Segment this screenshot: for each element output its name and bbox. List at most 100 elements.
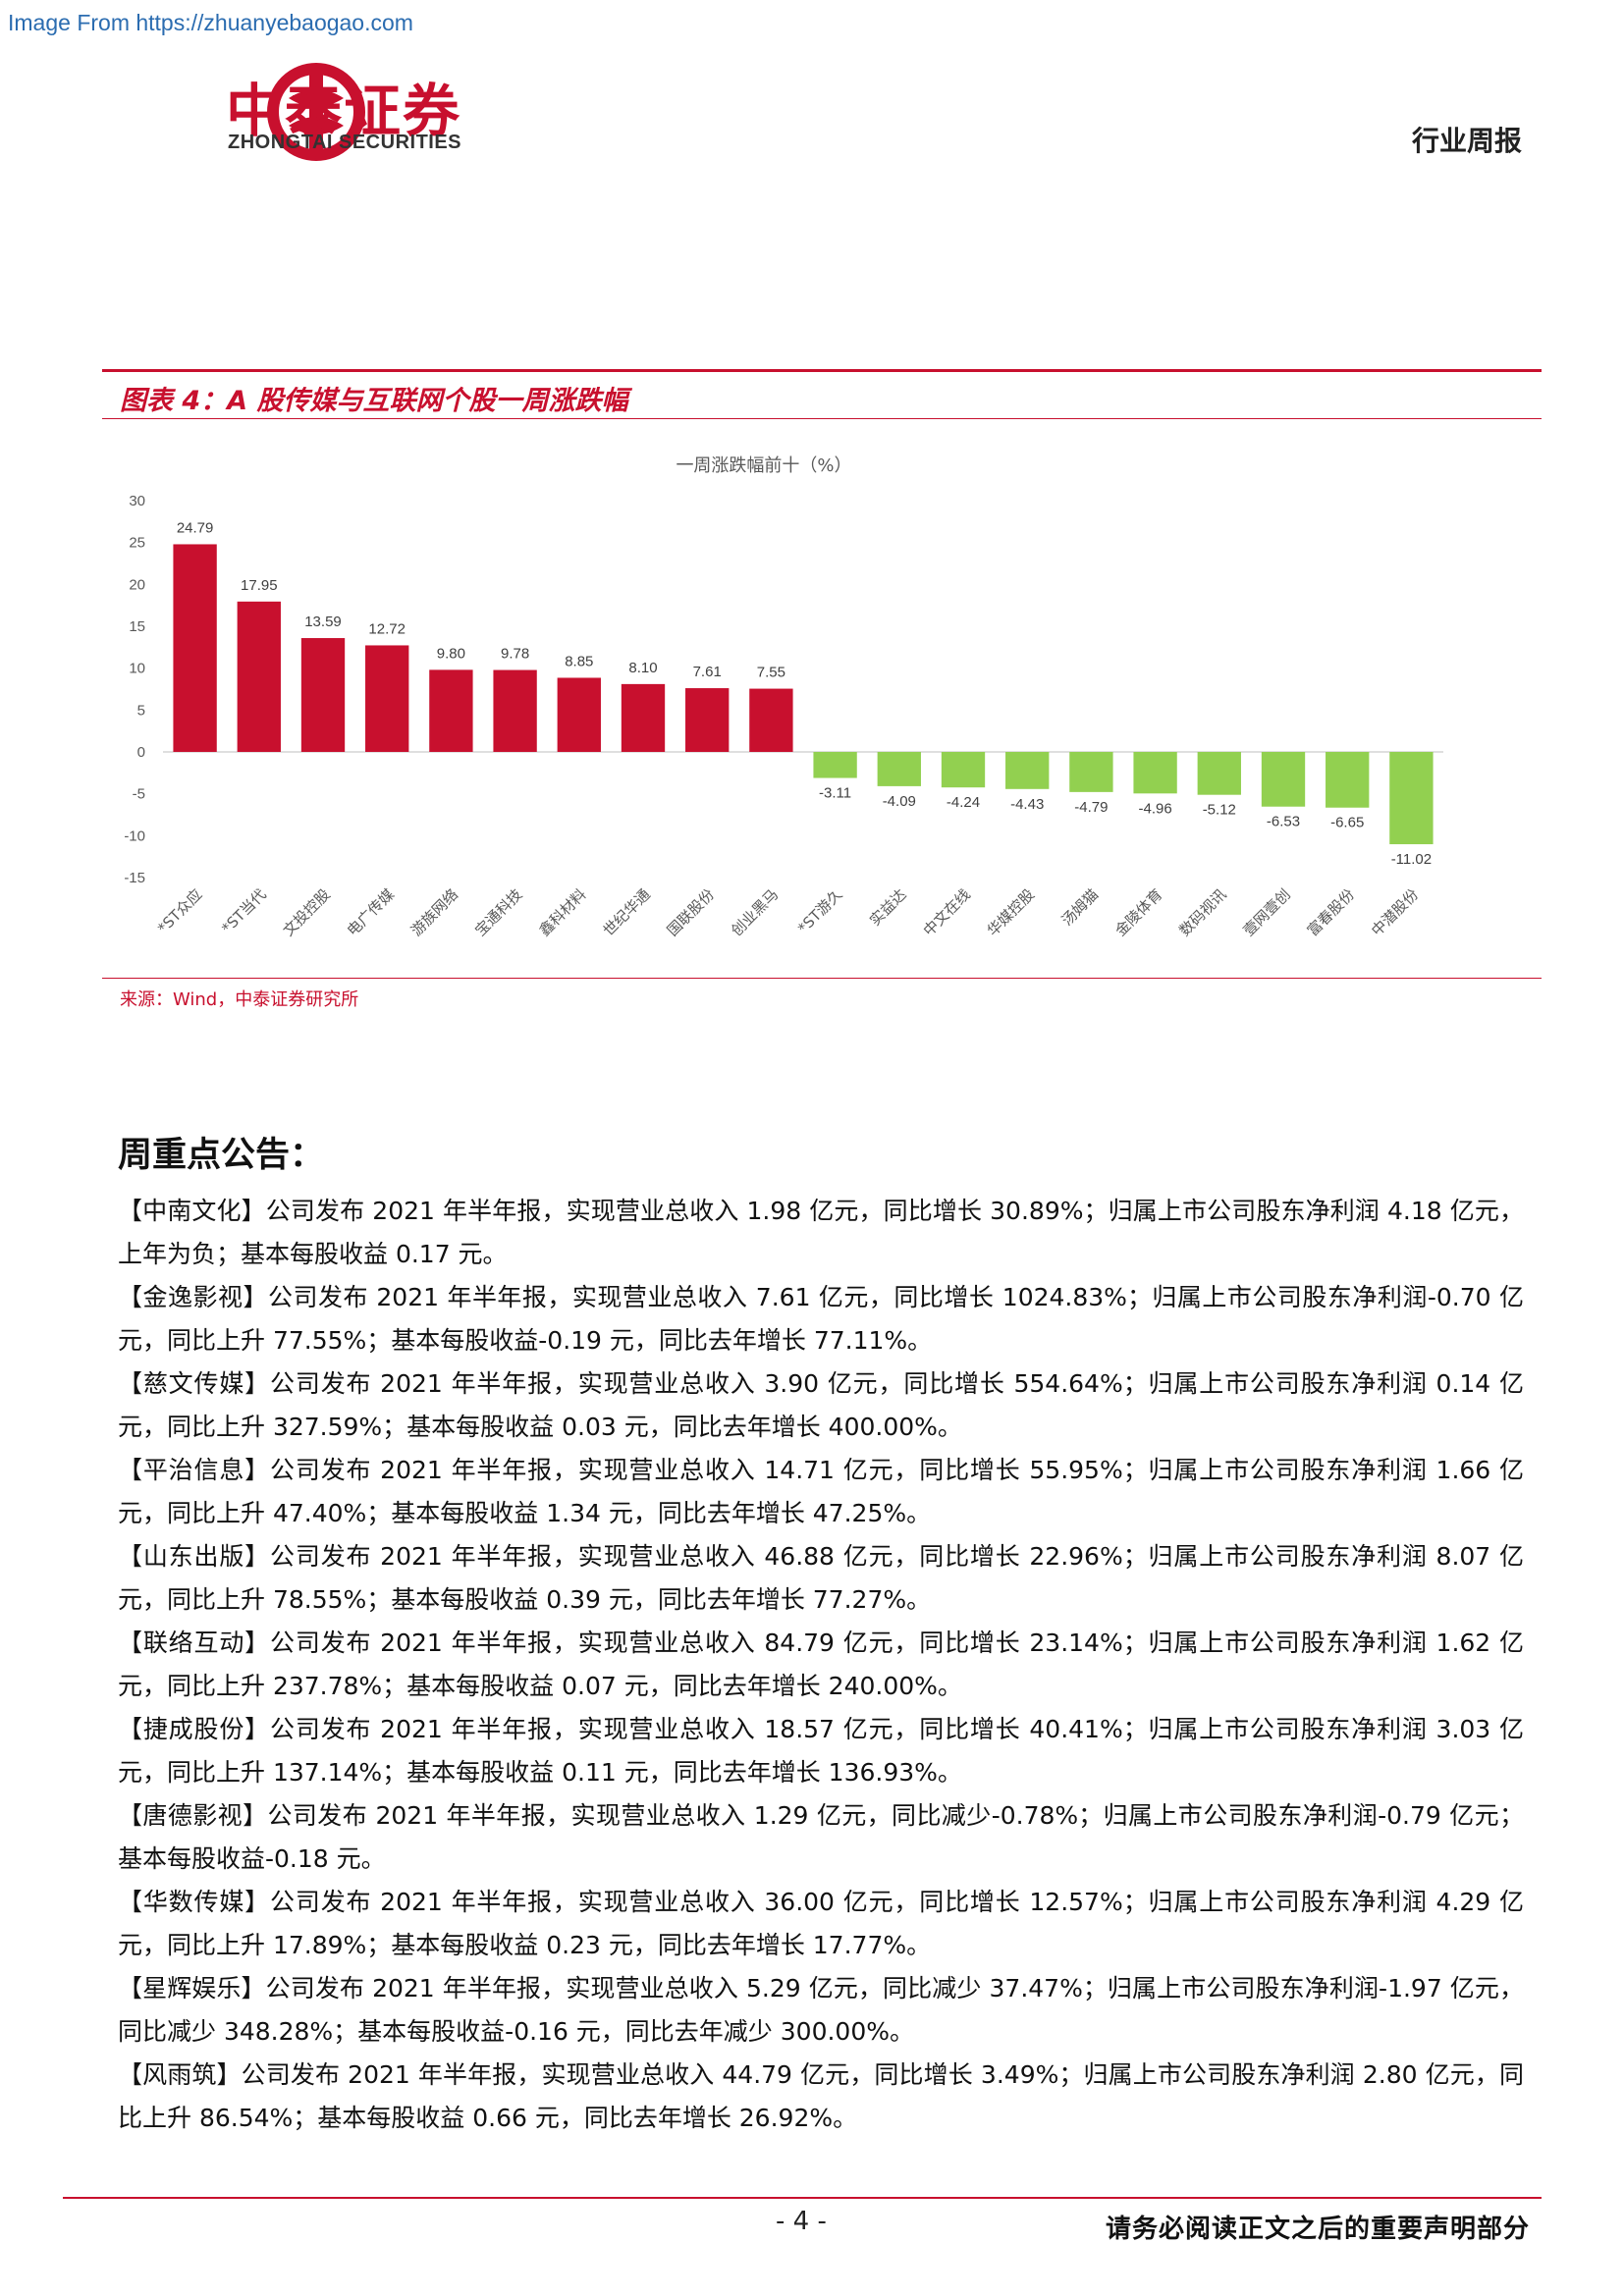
bar-value-label: 7.61: [693, 664, 722, 680]
announcement-text: 公司发布 2021 年半年报，实现营业总收入 18.57 亿元，同比增长 40.…: [118, 1715, 1524, 1787]
category-label: 实益达: [866, 885, 910, 930]
category-label: 富春股份: [1304, 885, 1358, 939]
category-label: *ST众应: [154, 885, 205, 936]
announcement-text: 公司发布 2021 年半年报，实现营业总收入 1.98 亿元，同比增长 30.8…: [118, 1197, 1524, 1268]
bar-value-label: 12.72: [368, 620, 406, 637]
announcement-company: 【捷成股份】: [118, 1715, 271, 1743]
category-label: 世纪华通: [600, 885, 654, 939]
bar: [941, 752, 986, 788]
logo-chinese-name: 中泰证券: [226, 78, 462, 144]
announcement-item: 【山东出版】公司发布 2021 年半年报，实现营业总收入 46.88 亿元，同比…: [118, 1535, 1524, 1622]
bar: [1326, 752, 1370, 808]
bar-value-label: -4.24: [947, 794, 980, 811]
announcement-item: 【联络互动】公司发布 2021 年半年报，实现营业总收入 84.79 亿元，同比…: [118, 1622, 1524, 1708]
announcement-company: 【平治信息】: [118, 1456, 271, 1484]
zhongtai-seal-icon: [267, 63, 365, 161]
bar: [1197, 752, 1241, 795]
bar-value-label: -4.43: [1010, 796, 1044, 813]
page-number: - 4 -: [776, 2207, 827, 2236]
bar: [1069, 752, 1113, 792]
announcement-company: 【星辉娱乐】: [118, 1974, 266, 2002]
announcement-text: 公司发布 2021 年半年报，实现营业总收入 7.61 亿元，同比增长 1024…: [118, 1283, 1524, 1355]
category-label: 汤姆猫: [1058, 885, 1103, 930]
category-label: 文投控股: [280, 885, 334, 939]
announcement-text: 公司发布 2021 年半年报，实现营业总收入 84.79 亿元，同比增长 23.…: [118, 1629, 1524, 1700]
disclaimer-text: 请务必阅读正文之后的重要声明部分: [1105, 2215, 1530, 2244]
report-type-label: 行业周报: [1411, 125, 1522, 157]
figure-bottom-rule: [102, 978, 1542, 979]
bar-value-label: 8.10: [628, 660, 657, 676]
bar-value-label: -6.53: [1267, 814, 1300, 830]
category-label: 中文在线: [920, 885, 974, 939]
section-heading: 周重点公告：: [118, 1136, 325, 1175]
category-label: 鑫科材料: [535, 885, 589, 939]
bar-value-label: -4.09: [883, 793, 916, 810]
figure-source-note: 来源：Wind，中泰证券研究所: [120, 989, 359, 1010]
announcement-item: 【金逸影视】公司发布 2021 年半年报，实现营业总收入 7.61 亿元，同比增…: [118, 1276, 1524, 1362]
announcement-text: 公司发布 2021 年半年报，实现营业总收入 14.71 亿元，同比增长 55.…: [118, 1456, 1524, 1527]
category-label: 壹网壹创: [1240, 885, 1294, 939]
bar: [877, 752, 921, 786]
y-tick-label: 25: [129, 535, 145, 552]
announcement-item: 【唐德影视】公司发布 2021 年半年报，实现营业总收入 1.29 亿元，同比减…: [118, 1794, 1524, 1881]
figure-title-rule: [102, 418, 1542, 419]
announcement-item: 【华数传媒】公司发布 2021 年半年报，实现营业总收入 36.00 亿元，同比…: [118, 1881, 1524, 1967]
bar: [749, 688, 793, 752]
bar: [429, 669, 473, 752]
announcement-item: 【星辉娱乐】公司发布 2021 年半年报，实现营业总收入 5.29 亿元，同比减…: [118, 1967, 1524, 2054]
announcement-company: 【金逸影视】: [118, 1283, 268, 1311]
announcement-company: 【中南文化】: [118, 1197, 266, 1225]
category-label: 金陵体育: [1111, 885, 1165, 939]
category-label: 电广传媒: [344, 885, 398, 939]
category-label: 宝通科技: [471, 885, 525, 939]
bar: [1389, 752, 1434, 845]
category-label: 国联股份: [664, 885, 718, 939]
bar-value-label: -4.79: [1074, 799, 1108, 816]
footer-rule: [63, 2197, 1542, 2199]
y-tick-label: 10: [129, 661, 145, 677]
y-tick-label: -10: [124, 828, 145, 844]
bar-value-label: -6.65: [1330, 815, 1364, 831]
category-label: *ST当代: [218, 885, 269, 936]
logo-english-name: ZHONGTAI SECURITIES: [228, 132, 462, 153]
bar: [1133, 752, 1177, 794]
bar: [493, 669, 537, 752]
category-label: 华媒控股: [984, 885, 1038, 939]
announcement-text: 公司发布 2021 年半年报，实现营业总收入 36.00 亿元，同比增长 12.…: [118, 1888, 1524, 1959]
bar: [1261, 752, 1306, 807]
y-tick-label: 30: [129, 493, 145, 509]
y-tick-label: 0: [137, 744, 145, 761]
bar: [300, 638, 346, 752]
bar-value-label: -3.11: [819, 785, 851, 802]
announcement-text: 公司发布 2021 年半年报，实现营业总收入 44.79 亿元，同比增长 3.4…: [118, 2060, 1524, 2132]
bar-value-label: -11.02: [1391, 851, 1432, 868]
bar: [557, 677, 601, 752]
announcement-company: 【联络互动】: [118, 1629, 271, 1657]
category-label: 创业黑马: [728, 885, 782, 939]
announcement-item: 【中南文化】公司发布 2021 年半年报，实现营业总收入 1.98 亿元，同比增…: [118, 1190, 1524, 1276]
bar-value-label: 9.80: [437, 645, 465, 662]
bar-value-label: 17.95: [241, 577, 278, 594]
announcement-item: 【平治信息】公司发布 2021 年半年报，实现营业总收入 14.71 亿元，同比…: [118, 1449, 1524, 1535]
y-tick-label: 20: [129, 576, 145, 593]
announcement-item: 【捷成股份】公司发布 2021 年半年报，实现营业总收入 18.57 亿元，同比…: [118, 1708, 1524, 1794]
category-label: 游族网络: [407, 885, 461, 939]
category-label: *ST游久: [794, 885, 845, 936]
bar-value-label: -4.96: [1138, 800, 1171, 817]
source-url-text: Image From https://zhuanyebaogao.com: [8, 10, 413, 35]
announcement-list: 【中南文化】公司发布 2021 年半年报，实现营业总收入 1.98 亿元，同比增…: [118, 1190, 1524, 2140]
bar-value-label: 9.78: [501, 646, 529, 663]
announcement-item: 【慈文传媒】公司发布 2021 年半年报，实现营业总收入 3.90 亿元，同比增…: [118, 1362, 1524, 1449]
figure-top-rule: [102, 369, 1542, 372]
category-label: 数码视讯: [1175, 885, 1229, 939]
announcement-company: 【慈文传媒】: [118, 1369, 271, 1398]
bar-value-label: 8.85: [565, 653, 593, 669]
announcement-company: 【华数传媒】: [118, 1888, 271, 1916]
announcement-item: 【风雨筑】公司发布 2021 年半年报，实现营业总收入 44.79 亿元，同比增…: [118, 2054, 1524, 2140]
y-tick-label: -15: [124, 870, 145, 886]
announcement-company: 【唐德影视】: [118, 1801, 268, 1830]
figure-title: 图表 4：A 股传媒与互联网个股一周涨跌幅: [120, 386, 628, 416]
announcement-text: 公司发布 2021 年半年报，实现营业总收入 5.29 亿元，同比减少 37.4…: [118, 1974, 1524, 2046]
category-label: 中潜股份: [1368, 885, 1422, 939]
bar: [1005, 752, 1050, 789]
